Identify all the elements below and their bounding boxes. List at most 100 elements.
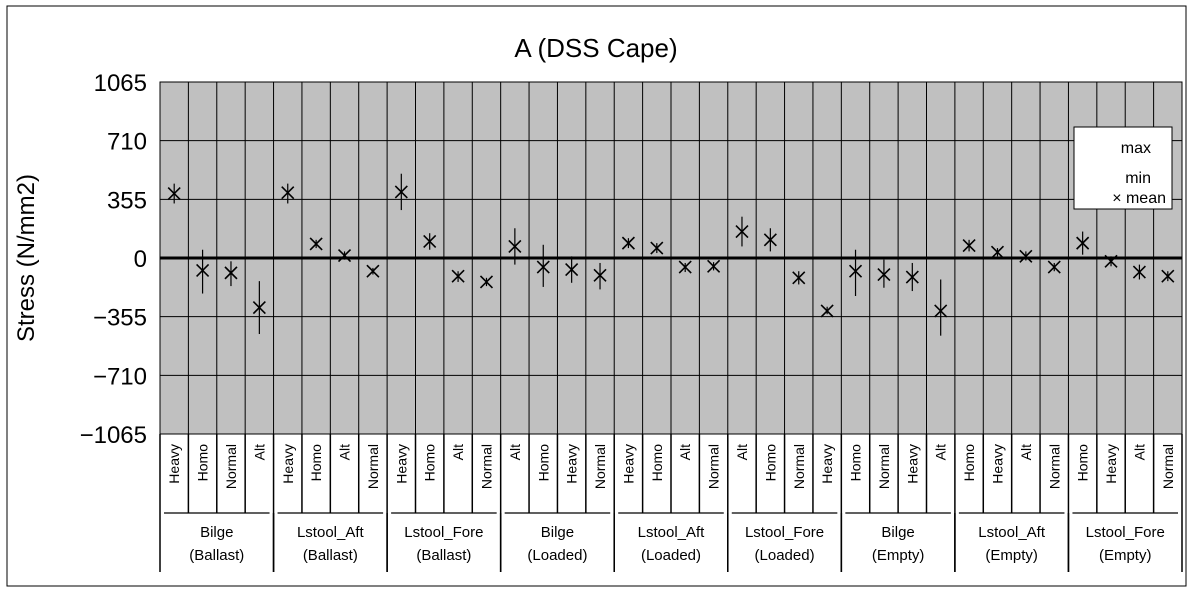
- group-sublabel: (Ballast): [189, 547, 244, 564]
- y-tick-label: 0: [134, 246, 147, 273]
- x-tick-label: Heavy: [166, 444, 182, 484]
- mean-marker-stroke: [451, 269, 465, 283]
- mean-marker-stroke: [309, 237, 323, 251]
- y-axis-label: Stress (N/mm2): [13, 174, 40, 342]
- x-tick-label: Alt: [1018, 444, 1034, 460]
- x-tick-label: Normal: [592, 444, 608, 489]
- mean-marker-stroke: [1104, 254, 1118, 268]
- mean-marker: [707, 259, 721, 273]
- group-sublabel: (Empty): [1099, 547, 1152, 564]
- group-sublabel: (Loaded): [641, 547, 701, 564]
- legend-item-mean: × mean: [1112, 190, 1166, 207]
- group-sublabel: (Loaded): [755, 547, 815, 564]
- mean-marker-stroke: [877, 267, 891, 282]
- mean-marker: [1161, 269, 1175, 283]
- mean-marker-stroke: [990, 245, 1005, 259]
- mean-marker: [479, 275, 494, 289]
- mean-marker-stroke: [1132, 265, 1146, 279]
- group-label: Lstool_Fore: [745, 524, 824, 541]
- x-tick-label: Heavy: [564, 444, 580, 484]
- x-tick-label: Normal: [1160, 444, 1176, 489]
- mean-marker: [593, 268, 607, 282]
- x-tick-label: Heavy: [393, 444, 409, 484]
- x-tick-label: Homo: [195, 444, 211, 482]
- mean-marker: [1132, 265, 1146, 279]
- mean-marker-stroke: [224, 266, 238, 280]
- x-tick-label: Homo: [762, 444, 778, 482]
- mean-marker: [1076, 236, 1090, 250]
- mean-marker-stroke: [848, 264, 863, 278]
- x-tick-label: Homo: [422, 444, 438, 482]
- group-sublabel: (Empty): [872, 547, 925, 564]
- mean-marker: [196, 263, 210, 277]
- x-tick-label: Heavy: [280, 444, 296, 484]
- mean-marker: [167, 186, 181, 201]
- x-tick-label: Normal: [706, 444, 722, 489]
- mean-marker-stroke: [905, 270, 919, 284]
- mean-marker-stroke: [763, 233, 777, 247]
- mean-marker: [508, 239, 522, 253]
- mean-marker-stroke: [707, 259, 721, 273]
- mean-marker: [309, 237, 323, 251]
- x-tick-label: Alt: [734, 444, 750, 460]
- x-tick-label: Heavy: [819, 444, 835, 484]
- y-tick-label: −710: [93, 363, 147, 390]
- mean-marker-stroke: [1076, 236, 1090, 250]
- mean-marker: [1019, 249, 1033, 263]
- mean-marker: [763, 233, 777, 247]
- y-tick-label: 1065: [94, 70, 147, 97]
- group-label: Lstool_Aft: [297, 524, 365, 541]
- mean-marker: [224, 266, 238, 280]
- mean-marker-stroke: [820, 304, 834, 318]
- mean-marker: [934, 304, 948, 318]
- group-label: Bilge: [200, 524, 233, 541]
- mean-marker-stroke: [934, 304, 948, 318]
- group-label: Lstool_Aft: [978, 524, 1046, 541]
- mean-marker: [877, 267, 891, 282]
- x-tick-label: Alt: [677, 444, 693, 460]
- mean-marker-stroke: [650, 241, 664, 255]
- mean-marker: [281, 186, 295, 200]
- mean-marker: [451, 269, 465, 283]
- mean-marker: [678, 260, 692, 274]
- x-tick-label: Heavy: [620, 444, 636, 484]
- mean-marker: [394, 185, 408, 199]
- x-tick-label: Alt: [251, 444, 267, 460]
- y-tick-label: 355: [107, 187, 147, 214]
- x-tick-label: Normal: [223, 444, 239, 489]
- y-tick-label: −355: [93, 305, 147, 332]
- group-label: Lstool_Fore: [1086, 524, 1165, 541]
- group-label: Bilge: [541, 524, 574, 541]
- mean-marker-stroke: [1161, 269, 1175, 283]
- mean-marker: [848, 264, 863, 278]
- mean-marker: [252, 301, 266, 315]
- x-tick-label: Heavy: [989, 444, 1005, 484]
- x-tick-label: Heavy: [904, 444, 920, 484]
- mean-marker-stroke: [536, 260, 550, 274]
- group-sublabel: (Loaded): [527, 547, 587, 564]
- mean-marker: [366, 264, 380, 278]
- mean-marker-stroke: [337, 248, 352, 263]
- mean-marker-stroke: [962, 239, 976, 253]
- mean-marker-stroke: [394, 185, 408, 199]
- mean-marker: [962, 239, 976, 253]
- mean-marker-stroke: [593, 268, 607, 282]
- x-tick-label: Alt: [507, 444, 523, 460]
- group-label: Lstool_Aft: [638, 524, 706, 541]
- x-tick-label: Normal: [876, 444, 892, 489]
- mean-marker-stroke: [1047, 260, 1061, 274]
- y-tick-label: −1065: [80, 422, 147, 449]
- mean-marker: [1047, 260, 1061, 274]
- x-tick-label: Heavy: [1103, 444, 1119, 484]
- mean-marker: [565, 263, 579, 277]
- mean-marker: [423, 234, 437, 249]
- mean-marker-stroke: [565, 263, 579, 277]
- x-tick-label: Normal: [365, 444, 381, 489]
- mean-marker-stroke: [366, 264, 380, 278]
- axis-labels: 1065 710 355 0 −355 −710 −1065 Heavy Homo Normal A…: [80, 70, 1176, 564]
- legend: max min × mean: [1073, 126, 1173, 210]
- chart-title: A (DSS Cape): [514, 33, 677, 63]
- x-tick-label: Alt: [337, 444, 353, 460]
- mean-marker-stroke: [621, 236, 635, 250]
